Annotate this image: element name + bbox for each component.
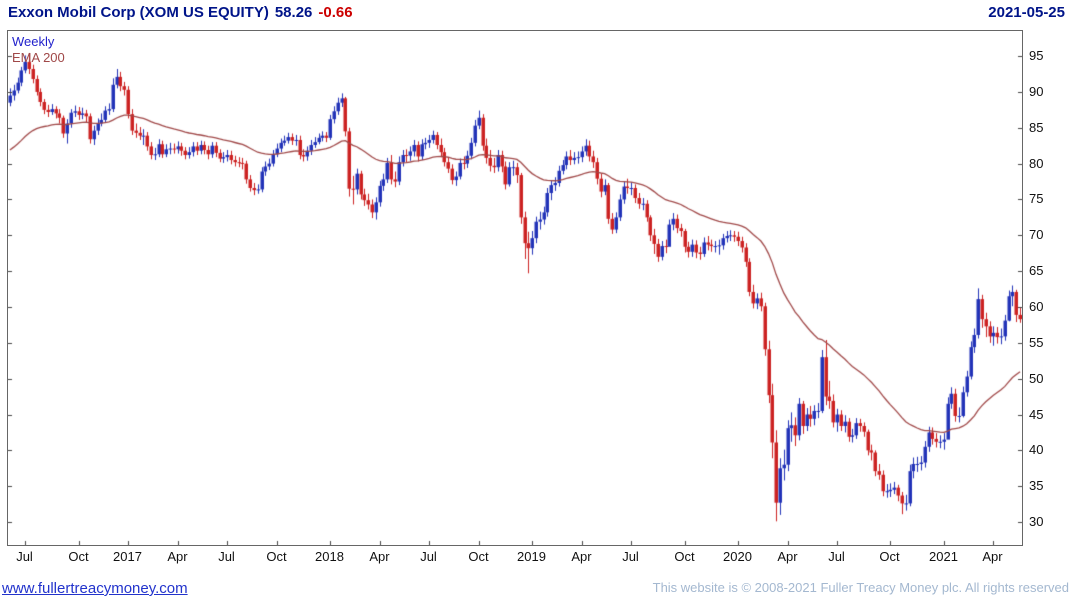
y-tick-label: 35 [1029, 477, 1044, 493]
y-tick-label: 65 [1029, 262, 1044, 278]
x-tick-label: Apr [982, 549, 1003, 564]
x-tick-label: Apr [167, 549, 188, 564]
x-tick-label: Oct [68, 549, 89, 564]
y-tick-label: 30 [1029, 513, 1044, 529]
y-tick-label: 40 [1029, 441, 1044, 457]
y-tick-label: 95 [1029, 47, 1044, 63]
x-tick-label: Jul [622, 549, 639, 564]
x-tick-label: Oct [468, 549, 489, 564]
x-tick-label: Oct [674, 549, 695, 564]
price-chart[interactable] [7, 30, 1023, 546]
x-tick-label: Jul [218, 549, 235, 564]
x-tick-label: Jul [16, 549, 33, 564]
candlestick-canvas[interactable] [8, 31, 1022, 545]
y-tick-label: 55 [1029, 334, 1044, 350]
copyright-text: This website is © 2008-2021 Fuller Treac… [652, 580, 1069, 595]
ema-legend-label: EMA 200 [12, 50, 65, 65]
x-tick-label: 2020 [723, 549, 752, 564]
y-tick-label: 75 [1029, 190, 1044, 206]
y-tick-label: 70 [1029, 226, 1044, 242]
x-tick-label: 2018 [315, 549, 344, 564]
price-change: -0.66 [318, 4, 353, 21]
x-tick-label: Oct [266, 549, 287, 564]
x-tick-label: Apr [369, 549, 390, 564]
timeframe-label: Weekly [12, 34, 55, 49]
x-tick-label: Apr [777, 549, 798, 564]
chart-date: 2021-05-25 [988, 4, 1065, 21]
chart-legend: Weekly EMA 200 [12, 34, 65, 66]
x-tick-label: Jul [420, 549, 437, 564]
x-tick-label: Apr [571, 549, 592, 564]
x-tick-label: Jul [828, 549, 845, 564]
chart-header: Exxon Mobil Corp (XOM US EQUITY) 58.26 -0.… [8, 4, 353, 21]
y-tick-label: 60 [1029, 298, 1044, 314]
y-tick-label: 90 [1029, 83, 1044, 99]
instrument-title: Exxon Mobil Corp (XOM US EQUITY) [8, 4, 269, 21]
y-tick-label: 80 [1029, 155, 1044, 171]
y-tick-label: 85 [1029, 119, 1044, 135]
x-tick-label: 2021 [929, 549, 958, 564]
last-price: 58.26 [274, 4, 313, 21]
x-tick-label: 2019 [517, 549, 546, 564]
y-tick-label: 50 [1029, 370, 1044, 386]
site-link[interactable]: www.fullertreacymoney.com [2, 580, 188, 597]
y-tick-label: 45 [1029, 406, 1044, 422]
x-tick-label: 2017 [113, 549, 142, 564]
x-tick-label: Oct [879, 549, 900, 564]
